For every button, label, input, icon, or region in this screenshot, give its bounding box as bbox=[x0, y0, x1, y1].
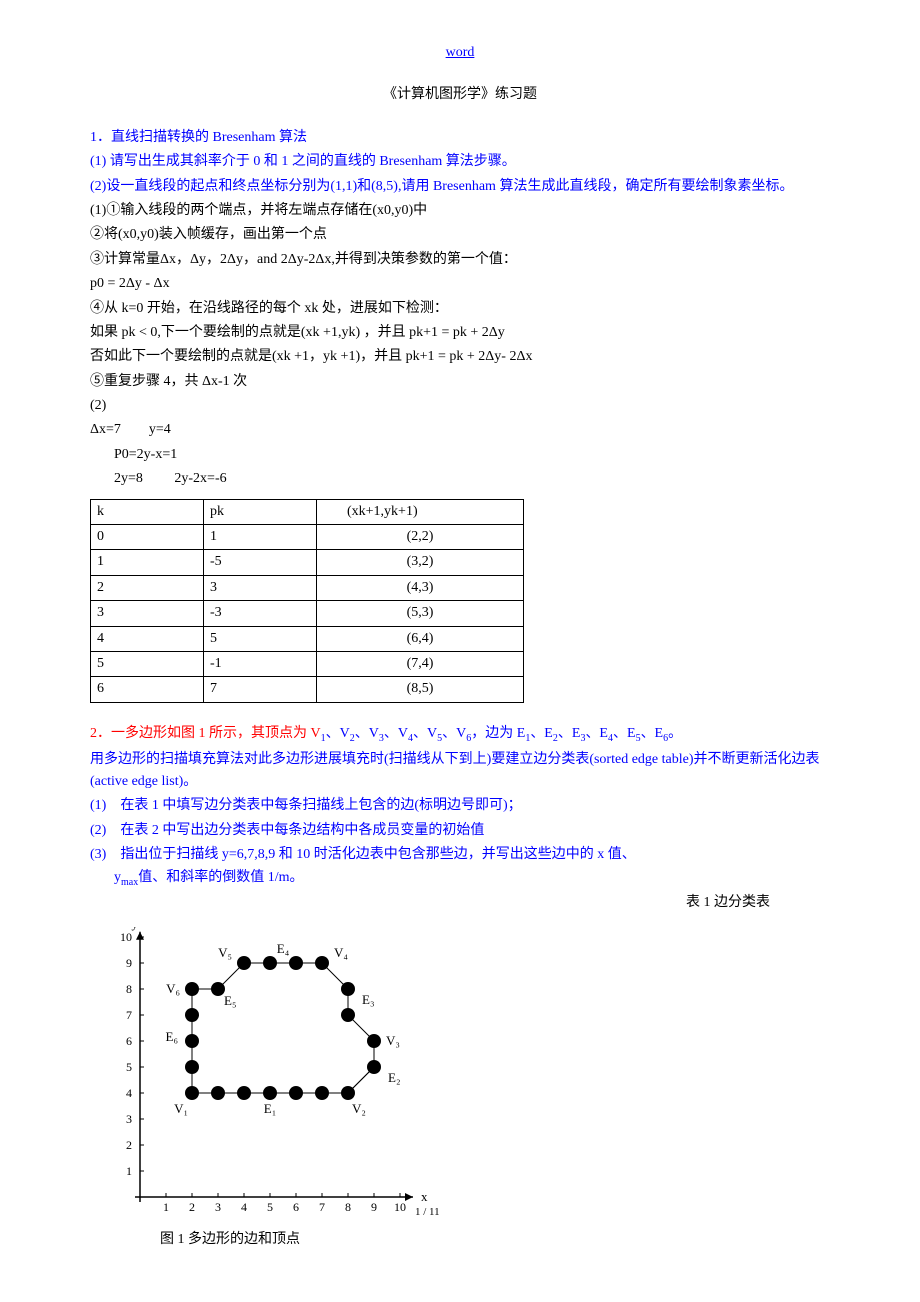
th-k: k bbox=[91, 499, 204, 524]
table-row: 3-3(5,3) bbox=[91, 601, 524, 626]
q1-sub1: (1) 请写出生成其斜率介于 0 和 1 之间的直线的 Bresenham 算法… bbox=[90, 151, 830, 173]
svg-text:8: 8 bbox=[345, 1200, 351, 1214]
q1-a1-l4: p0 = 2Δy - Δx bbox=[90, 273, 830, 295]
q1-a2-l4: 2y=8 2y-2x=-6 bbox=[90, 468, 830, 490]
svg-text:V₆: V₆ bbox=[166, 981, 180, 996]
q1-title: 1．直线扫描转换的 Bresenham 算法 bbox=[90, 127, 830, 149]
svg-text:3: 3 bbox=[126, 1112, 132, 1126]
table-row: 67(8,5) bbox=[91, 677, 524, 702]
table-row: 45(6,4) bbox=[91, 626, 524, 651]
svg-text:10: 10 bbox=[120, 930, 132, 944]
q2-title: 2．一多边形如图 1 所示，其顶点为 V1、V2、V3、V4、V5、V6，边为 … bbox=[90, 723, 830, 747]
q2-s2: (2) 在表 2 中写出边分类表中每条边结构中各成员变量的初始值 bbox=[90, 820, 830, 842]
q1-a2-l2: Δx=7 y=4 bbox=[90, 419, 830, 441]
svg-text:9: 9 bbox=[371, 1200, 377, 1214]
svg-text:8: 8 bbox=[126, 982, 132, 996]
header-link: word bbox=[90, 42, 830, 64]
q1-a1-l1: (1)①输入线段的两个端点，并将左端点存储在(x0,y0)中 bbox=[90, 200, 830, 222]
table-row: 1-5(3,2) bbox=[91, 550, 524, 575]
q1-a2-l3: P0=2y-x=1 bbox=[90, 444, 830, 466]
svg-text:2: 2 bbox=[189, 1200, 195, 1214]
svg-text:7: 7 bbox=[319, 1200, 325, 1214]
svg-text:E₄: E₄ bbox=[277, 941, 290, 956]
svg-text:E₁: E₁ bbox=[264, 1101, 276, 1116]
svg-text:x: x bbox=[421, 1189, 428, 1204]
svg-text:10: 10 bbox=[394, 1200, 406, 1214]
svg-text:7: 7 bbox=[126, 1008, 132, 1022]
q1-a1-l7: 否如此下一个要绘制的点就是(xk +1，yk +1)，并且 pk+1 = pk … bbox=[90, 346, 830, 368]
th-pk: pk bbox=[204, 499, 317, 524]
svg-text:6: 6 bbox=[293, 1200, 299, 1214]
figure-caption: 图 1 多边形的边和顶点 bbox=[90, 1229, 830, 1251]
table-header-row: k pk (xk+1,yk+1) bbox=[91, 499, 524, 524]
th-xy: (xk+1,yk+1) bbox=[317, 499, 524, 524]
q1-sub2: (2)设一直线段的起点和终点坐标分别为(1,1)和(8,5),请用 Bresen… bbox=[90, 176, 830, 198]
svg-text:6: 6 bbox=[126, 1034, 132, 1048]
figure-1: 1 2 3 4 5 6 7 8 9 10 1 2 3 4 5 6 7 8 9 10 x y 1 / 11 V₁ V₂ V₃ V₄ V₅… bbox=[90, 927, 830, 1251]
doc-title: 《计算机图形学》练习题 bbox=[90, 84, 830, 106]
svg-text:E₆: E₆ bbox=[166, 1029, 178, 1044]
svg-text:V₃: V₃ bbox=[386, 1033, 400, 1048]
table-row: 23(4,3) bbox=[91, 575, 524, 600]
q2-s3: (3) 指出位于扫描线 y=6,7,8,9 和 10 时活化边表中包含那些边，并… bbox=[90, 844, 830, 890]
svg-text:1: 1 bbox=[126, 1164, 132, 1178]
svg-text:y: y bbox=[132, 927, 139, 931]
svg-text:V₄: V₄ bbox=[334, 945, 348, 960]
svg-text:5: 5 bbox=[267, 1200, 273, 1214]
svg-text:E₅: E₅ bbox=[224, 993, 236, 1008]
svg-text:9: 9 bbox=[126, 956, 132, 970]
svg-text:2: 2 bbox=[126, 1138, 132, 1152]
q1-a1-l5: ④从 k=0 开始，在沿线路径的每个 xk 处，进展如下检测： bbox=[90, 298, 830, 320]
svg-text:5: 5 bbox=[126, 1060, 132, 1074]
svg-text:1: 1 bbox=[163, 1200, 169, 1214]
q1-a2-l1: (2) bbox=[90, 395, 830, 417]
svg-text:4: 4 bbox=[126, 1086, 132, 1100]
svg-text:V₁: V₁ bbox=[174, 1101, 188, 1116]
table1-caption: 表 1 边分类表 bbox=[90, 892, 830, 914]
bresenham-table: k pk (xk+1,yk+1) 01(2,2) 1-5(3,2) 23(4,3… bbox=[90, 499, 524, 703]
svg-text:V₅: V₅ bbox=[218, 945, 232, 960]
svg-text:3: 3 bbox=[215, 1200, 221, 1214]
svg-text:4: 4 bbox=[241, 1200, 247, 1214]
polygon-chart: 1 2 3 4 5 6 7 8 9 10 1 2 3 4 5 6 7 8 9 10 x y 1 / 11 V₁ V₂ V₃ V₄ V₅… bbox=[90, 927, 450, 1227]
table-row: 01(2,2) bbox=[91, 525, 524, 550]
q1-a1-l2: ②将(x0,y0)装入帧缓存，画出第一个点 bbox=[90, 224, 830, 246]
q1-a1-l3: ③计算常量Δx，Δy，2Δy，and 2Δy-2Δx,并得到决策参数的第一个值： bbox=[90, 249, 830, 271]
q2-body: 用多边形的扫描填充算法对此多边形进展填充时(扫描线从下到上)要建立边分类表(so… bbox=[90, 749, 830, 794]
q2-s1: (1) 在表 1 中填写边分类表中每条扫描线上包含的边(标明边号即可)； bbox=[90, 795, 830, 817]
q1-a1-l6: 如果 pk < 0,下一个要绘制的点就是(xk +1,yk) ，并且 pk+1 … bbox=[90, 322, 830, 344]
svg-text:1 / 11: 1 / 11 bbox=[415, 1206, 440, 1218]
svg-text:E₂: E₂ bbox=[388, 1070, 400, 1085]
svg-text:E₃: E₃ bbox=[362, 992, 374, 1007]
table-row: 5-1(7,4) bbox=[91, 651, 524, 676]
q1-a1-l8: ⑤重复步骤 4，共 Δx-1 次 bbox=[90, 371, 830, 393]
svg-text:V₂: V₂ bbox=[352, 1101, 366, 1116]
